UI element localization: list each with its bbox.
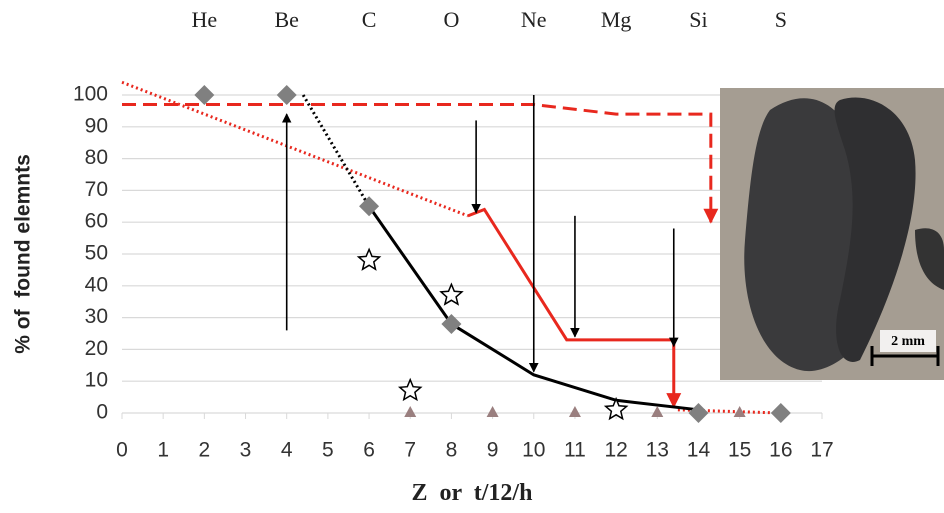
diamond-marker xyxy=(688,403,709,423)
y-axis-label: % of found elemnts xyxy=(12,154,35,354)
element-label: Si xyxy=(689,7,707,32)
x-tick-label: 12 xyxy=(604,439,627,462)
diamond-marker xyxy=(770,403,791,423)
series-line xyxy=(122,103,719,224)
x-tick-label: 4 xyxy=(281,439,293,462)
series-line xyxy=(467,207,682,409)
element-label: C xyxy=(362,7,377,32)
inset-label: 2 mm xyxy=(891,334,925,349)
x-tick-label: 14 xyxy=(687,439,711,462)
star-marker xyxy=(439,282,464,306)
x-tick-label: 0 xyxy=(116,439,128,462)
x-tick-label: 3 xyxy=(240,439,252,462)
x-tick-label: 7 xyxy=(404,439,416,462)
x-tick-label: 2 xyxy=(199,439,211,462)
triangle-marker xyxy=(651,406,664,417)
y-tick-label: 70 xyxy=(85,178,108,201)
x-tick-label: 8 xyxy=(446,439,458,462)
y-tick-label: 30 xyxy=(85,305,108,328)
x-tick-label: 9 xyxy=(487,439,499,462)
y-tick-label: 50 xyxy=(85,242,108,265)
y-tick-label: 100 xyxy=(73,83,108,106)
y-tick-label: 10 xyxy=(85,369,108,392)
element-label: Ne xyxy=(521,7,547,32)
diamond-marker xyxy=(359,196,380,217)
x-tick-label: 1 xyxy=(157,439,169,462)
y-tick-label: 90 xyxy=(85,114,108,137)
diamond-marker xyxy=(276,85,297,105)
x-tick-label: 13 xyxy=(646,439,669,462)
y-tick-label: 60 xyxy=(85,210,108,233)
triangle-marker xyxy=(568,406,581,417)
series-line xyxy=(367,205,699,412)
series-line xyxy=(121,80,469,218)
x-tick-label: 10 xyxy=(522,439,545,462)
diamond-marker xyxy=(194,85,215,105)
element-label: O xyxy=(443,7,459,32)
triangle-marker xyxy=(486,406,499,417)
element-label: Be xyxy=(274,7,298,32)
triangle-marker xyxy=(404,406,417,417)
x-tick-label: 6 xyxy=(363,439,375,462)
element-label: Mg xyxy=(601,7,632,32)
element-label: He xyxy=(192,7,218,32)
x-tick-label: 11 xyxy=(564,439,586,462)
photo-inset: 2 mm xyxy=(720,88,944,380)
y-tick-label: 40 xyxy=(85,273,108,296)
x-tick-label: 15 xyxy=(728,439,751,462)
x-tick-label: 17 xyxy=(810,439,833,462)
series-line xyxy=(677,408,781,415)
x-tick-label: 5 xyxy=(322,439,334,462)
element-label: S xyxy=(775,7,787,32)
x-tick-label: 16 xyxy=(769,439,792,462)
y-tick-label: 20 xyxy=(85,337,108,360)
y-tick-label: 80 xyxy=(85,146,108,169)
triangle-marker xyxy=(733,406,746,417)
x-axis-label: Z or t/12/h xyxy=(412,480,533,506)
y-tick-label: 0 xyxy=(96,401,108,424)
diamond-marker xyxy=(441,313,462,334)
star-marker xyxy=(356,247,382,271)
series-line xyxy=(301,94,371,208)
star-marker xyxy=(603,396,629,421)
star-marker xyxy=(397,377,423,402)
